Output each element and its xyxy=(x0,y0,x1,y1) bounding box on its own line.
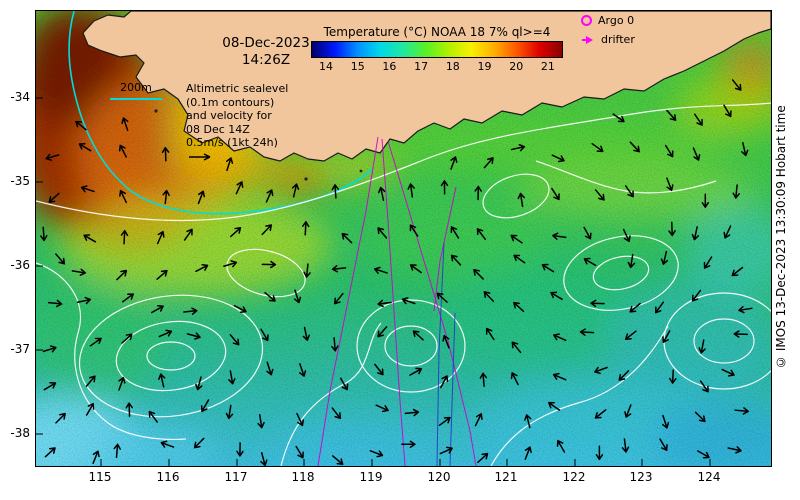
colorbar-tick: 14 xyxy=(319,60,333,73)
x-axis-label: 119 xyxy=(359,470,383,484)
colorbar-tick: 15 xyxy=(350,60,365,73)
legend-argo: Argo 0 xyxy=(581,11,635,30)
colorbar-tick: 20 xyxy=(509,60,524,73)
x-axis-label: 121 xyxy=(494,470,518,484)
scalebar-label: 200m xyxy=(120,81,152,94)
info-line: and velocity for xyxy=(186,109,272,122)
x-axis-label: 115 xyxy=(88,470,112,484)
info-line: 0.5m/s (1kt 24h) xyxy=(186,136,278,149)
velocity-vectors xyxy=(40,79,753,466)
legend-argo-label: Argo 0 xyxy=(598,14,635,27)
y-axis-label: -35 xyxy=(10,174,30,188)
scalebar-line-icon xyxy=(110,98,162,100)
legend-drifter: drifter xyxy=(581,30,635,49)
y-axis-label: -34 xyxy=(10,90,30,104)
info-line: (0.1m contours) xyxy=(186,95,275,109)
coastal-islets xyxy=(154,109,363,181)
y-axis-label: -36 xyxy=(10,258,30,272)
colorbar-tick: 19 xyxy=(477,60,492,73)
info-line: Altimetric sealevel xyxy=(186,82,289,95)
land xyxy=(82,11,771,162)
drifter-arrow-icon xyxy=(582,35,593,44)
x-axis-label: 116 xyxy=(156,470,180,484)
x-axis-label: 124 xyxy=(697,470,721,484)
axis-ticks xyxy=(36,97,711,466)
colorbar-tick: 21 xyxy=(540,60,555,73)
bathymetry-contour xyxy=(68,11,373,215)
y-axis-label: -38 xyxy=(10,426,30,440)
info-line: 08 Dec 14Z xyxy=(186,122,250,136)
colorbar-tick: 16 xyxy=(382,60,397,73)
x-axis-label: 118 xyxy=(291,470,315,484)
sst-map-plot xyxy=(36,11,771,466)
marker-legend: Argo 0 drifter xyxy=(581,11,635,49)
colorbar-gradient xyxy=(311,41,563,58)
argo-float-icon xyxy=(581,15,592,26)
x-axis-label: 117 xyxy=(224,470,248,484)
colorbar: Temperature (°C) NOAA 18 7% ql>=4 14 15 … xyxy=(311,25,563,73)
altimetry-info: Altimetric sealevel (0.1m contours) and … xyxy=(186,82,336,150)
map-time: 14:26Z xyxy=(241,52,291,68)
copyright: © IMOS 13-Dec-2023 13:30:09 Hobart time xyxy=(774,105,788,370)
sealevel-contours xyxy=(36,102,771,466)
colorbar-ticks: 14 15 16 17 18 19 20 21 xyxy=(311,58,563,73)
legend-drifter-label: drifter xyxy=(601,33,635,46)
x-axis-label: 120 xyxy=(427,470,451,484)
map-area: 08-Dec-2023 14:26Z 200m Altimetric seale… xyxy=(35,10,772,467)
x-axis-label: 123 xyxy=(629,470,653,484)
colorbar-tick: 18 xyxy=(445,60,460,73)
y-axis-label: -37 xyxy=(10,342,30,356)
map-date: 08-Dec-2023 xyxy=(222,35,310,51)
colorbar-tick: 17 xyxy=(414,60,429,73)
colorbar-title: Temperature (°C) NOAA 18 7% ql>=4 xyxy=(323,25,551,39)
velocity-scale-arrow-icon xyxy=(189,153,211,161)
x-axis-label: 122 xyxy=(562,470,586,484)
map-datetime: 08-Dec-2023 14:26Z xyxy=(186,35,346,69)
drifter-tracks xyxy=(317,136,477,466)
